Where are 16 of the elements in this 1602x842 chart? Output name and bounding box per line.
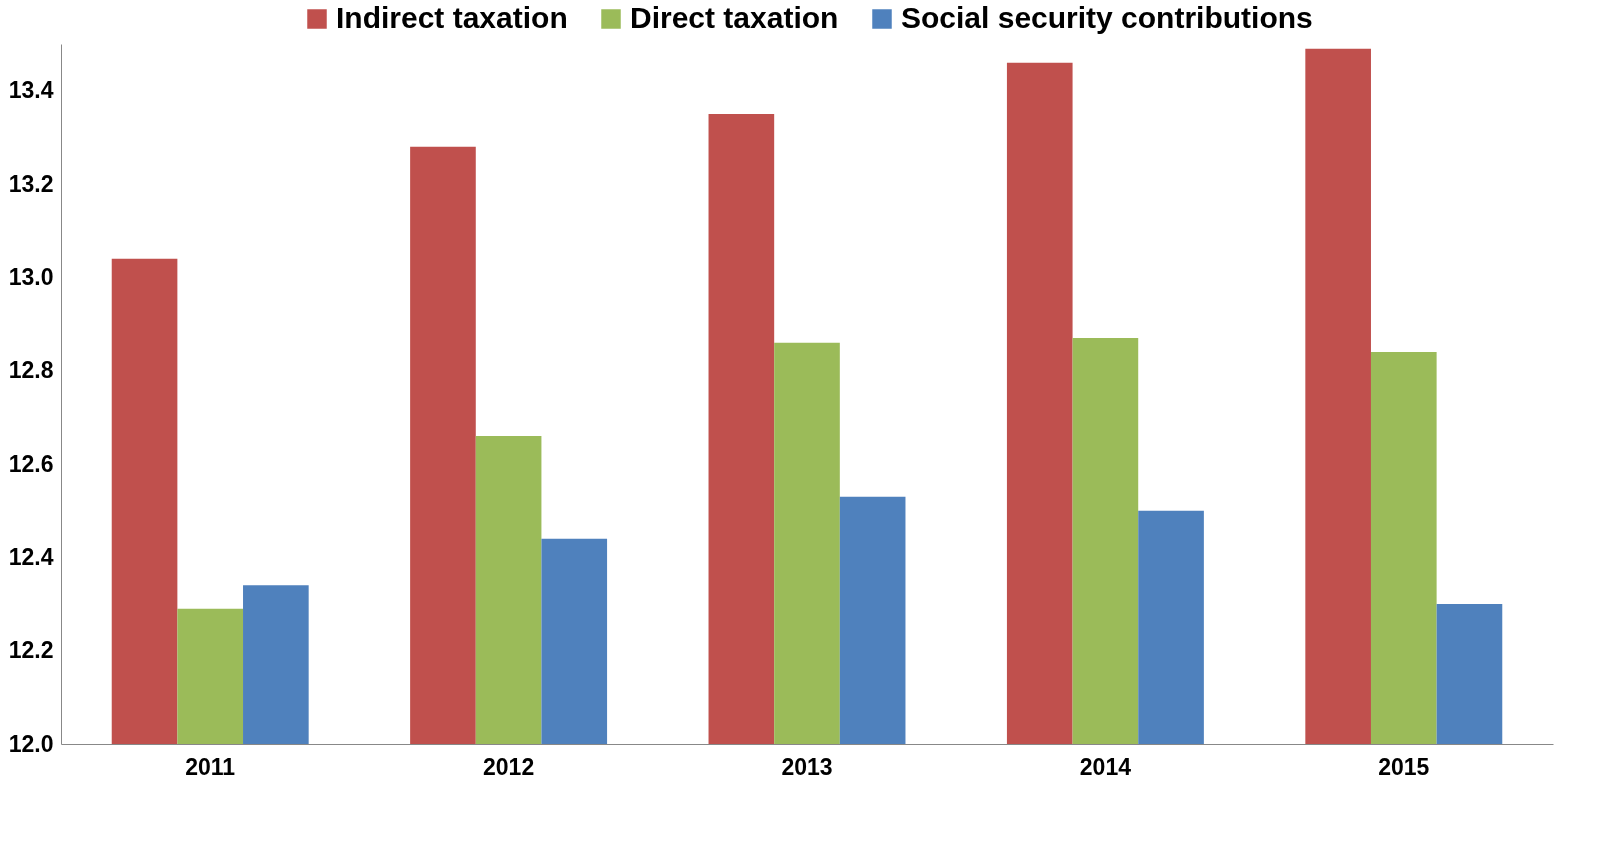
legend-label: Indirect taxation [336, 1, 568, 34]
y-tick-label: 12.4 [8, 543, 54, 570]
x-tick-label: 2015 [1378, 753, 1430, 780]
y-tick-label: 12.0 [8, 730, 54, 757]
y-tick-label: 13.4 [8, 77, 54, 104]
x-tick-label: 2012 [483, 753, 535, 780]
y-tick-label: 13.0 [8, 263, 54, 290]
y-tick-label: 13.2 [8, 170, 54, 197]
y-tick-label: 12.8 [8, 357, 54, 384]
legend-label: Direct taxation [630, 1, 839, 34]
y-tick-label: 12.2 [8, 637, 54, 664]
legend-label: Social security contributions [901, 1, 1313, 34]
y-tick-label: 12.6 [8, 450, 54, 477]
x-tick-label: 2013 [781, 753, 833, 780]
x-tick-label: 2011 [185, 753, 236, 780]
x-tick-label: 2014 [1079, 753, 1132, 780]
